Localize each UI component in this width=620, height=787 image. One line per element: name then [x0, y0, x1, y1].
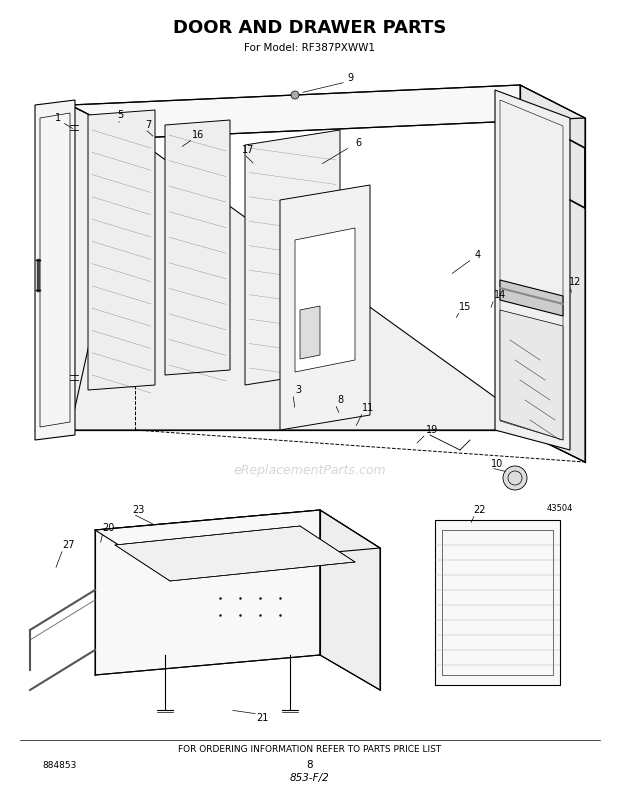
Polygon shape	[500, 280, 563, 316]
Text: 884853: 884853	[43, 760, 77, 770]
Text: eReplacementParts.com: eReplacementParts.com	[234, 464, 386, 476]
Polygon shape	[70, 85, 585, 138]
Text: 7: 7	[145, 120, 151, 130]
Polygon shape	[165, 120, 230, 375]
Polygon shape	[115, 526, 355, 581]
Text: 22: 22	[474, 505, 486, 515]
Polygon shape	[280, 185, 370, 430]
Text: 23: 23	[132, 505, 144, 515]
Polygon shape	[520, 85, 585, 462]
Circle shape	[503, 466, 527, 490]
Polygon shape	[70, 105, 135, 430]
Polygon shape	[495, 90, 570, 450]
Text: 21: 21	[256, 713, 268, 723]
Text: 5: 5	[117, 110, 123, 120]
Text: 4: 4	[475, 250, 481, 260]
Text: 8: 8	[307, 760, 313, 770]
Text: 6: 6	[355, 138, 361, 148]
Text: 17: 17	[242, 145, 254, 155]
Polygon shape	[295, 228, 355, 372]
Text: 15: 15	[459, 302, 471, 312]
Polygon shape	[245, 130, 340, 385]
Circle shape	[291, 91, 299, 99]
Text: DOOR AND DRAWER PARTS: DOOR AND DRAWER PARTS	[174, 19, 446, 37]
Text: 1: 1	[55, 113, 61, 123]
Text: 3: 3	[295, 385, 301, 395]
Text: 9: 9	[347, 73, 353, 83]
Text: 8: 8	[337, 395, 343, 405]
Polygon shape	[88, 110, 155, 390]
Text: 10: 10	[491, 459, 503, 469]
Text: 27: 27	[62, 540, 74, 550]
Polygon shape	[320, 510, 380, 690]
Text: 12: 12	[569, 277, 581, 287]
Polygon shape	[95, 510, 380, 568]
Text: For Model: RF387PXWW1: For Model: RF387PXWW1	[244, 43, 376, 53]
Polygon shape	[435, 520, 560, 685]
Text: FOR ORDERING INFORMATION REFER TO PARTS PRICE LIST: FOR ORDERING INFORMATION REFER TO PARTS …	[179, 745, 441, 755]
Text: 11: 11	[362, 403, 374, 413]
Text: 16: 16	[192, 130, 204, 140]
Text: 19: 19	[426, 425, 438, 435]
Polygon shape	[95, 510, 320, 675]
Text: 20: 20	[102, 523, 114, 533]
Text: 14: 14	[494, 290, 506, 300]
Polygon shape	[35, 100, 75, 440]
Polygon shape	[300, 306, 320, 359]
Text: 853-F/2: 853-F/2	[290, 773, 330, 783]
Polygon shape	[500, 310, 563, 440]
Text: 43504: 43504	[547, 504, 573, 512]
Polygon shape	[70, 138, 585, 462]
